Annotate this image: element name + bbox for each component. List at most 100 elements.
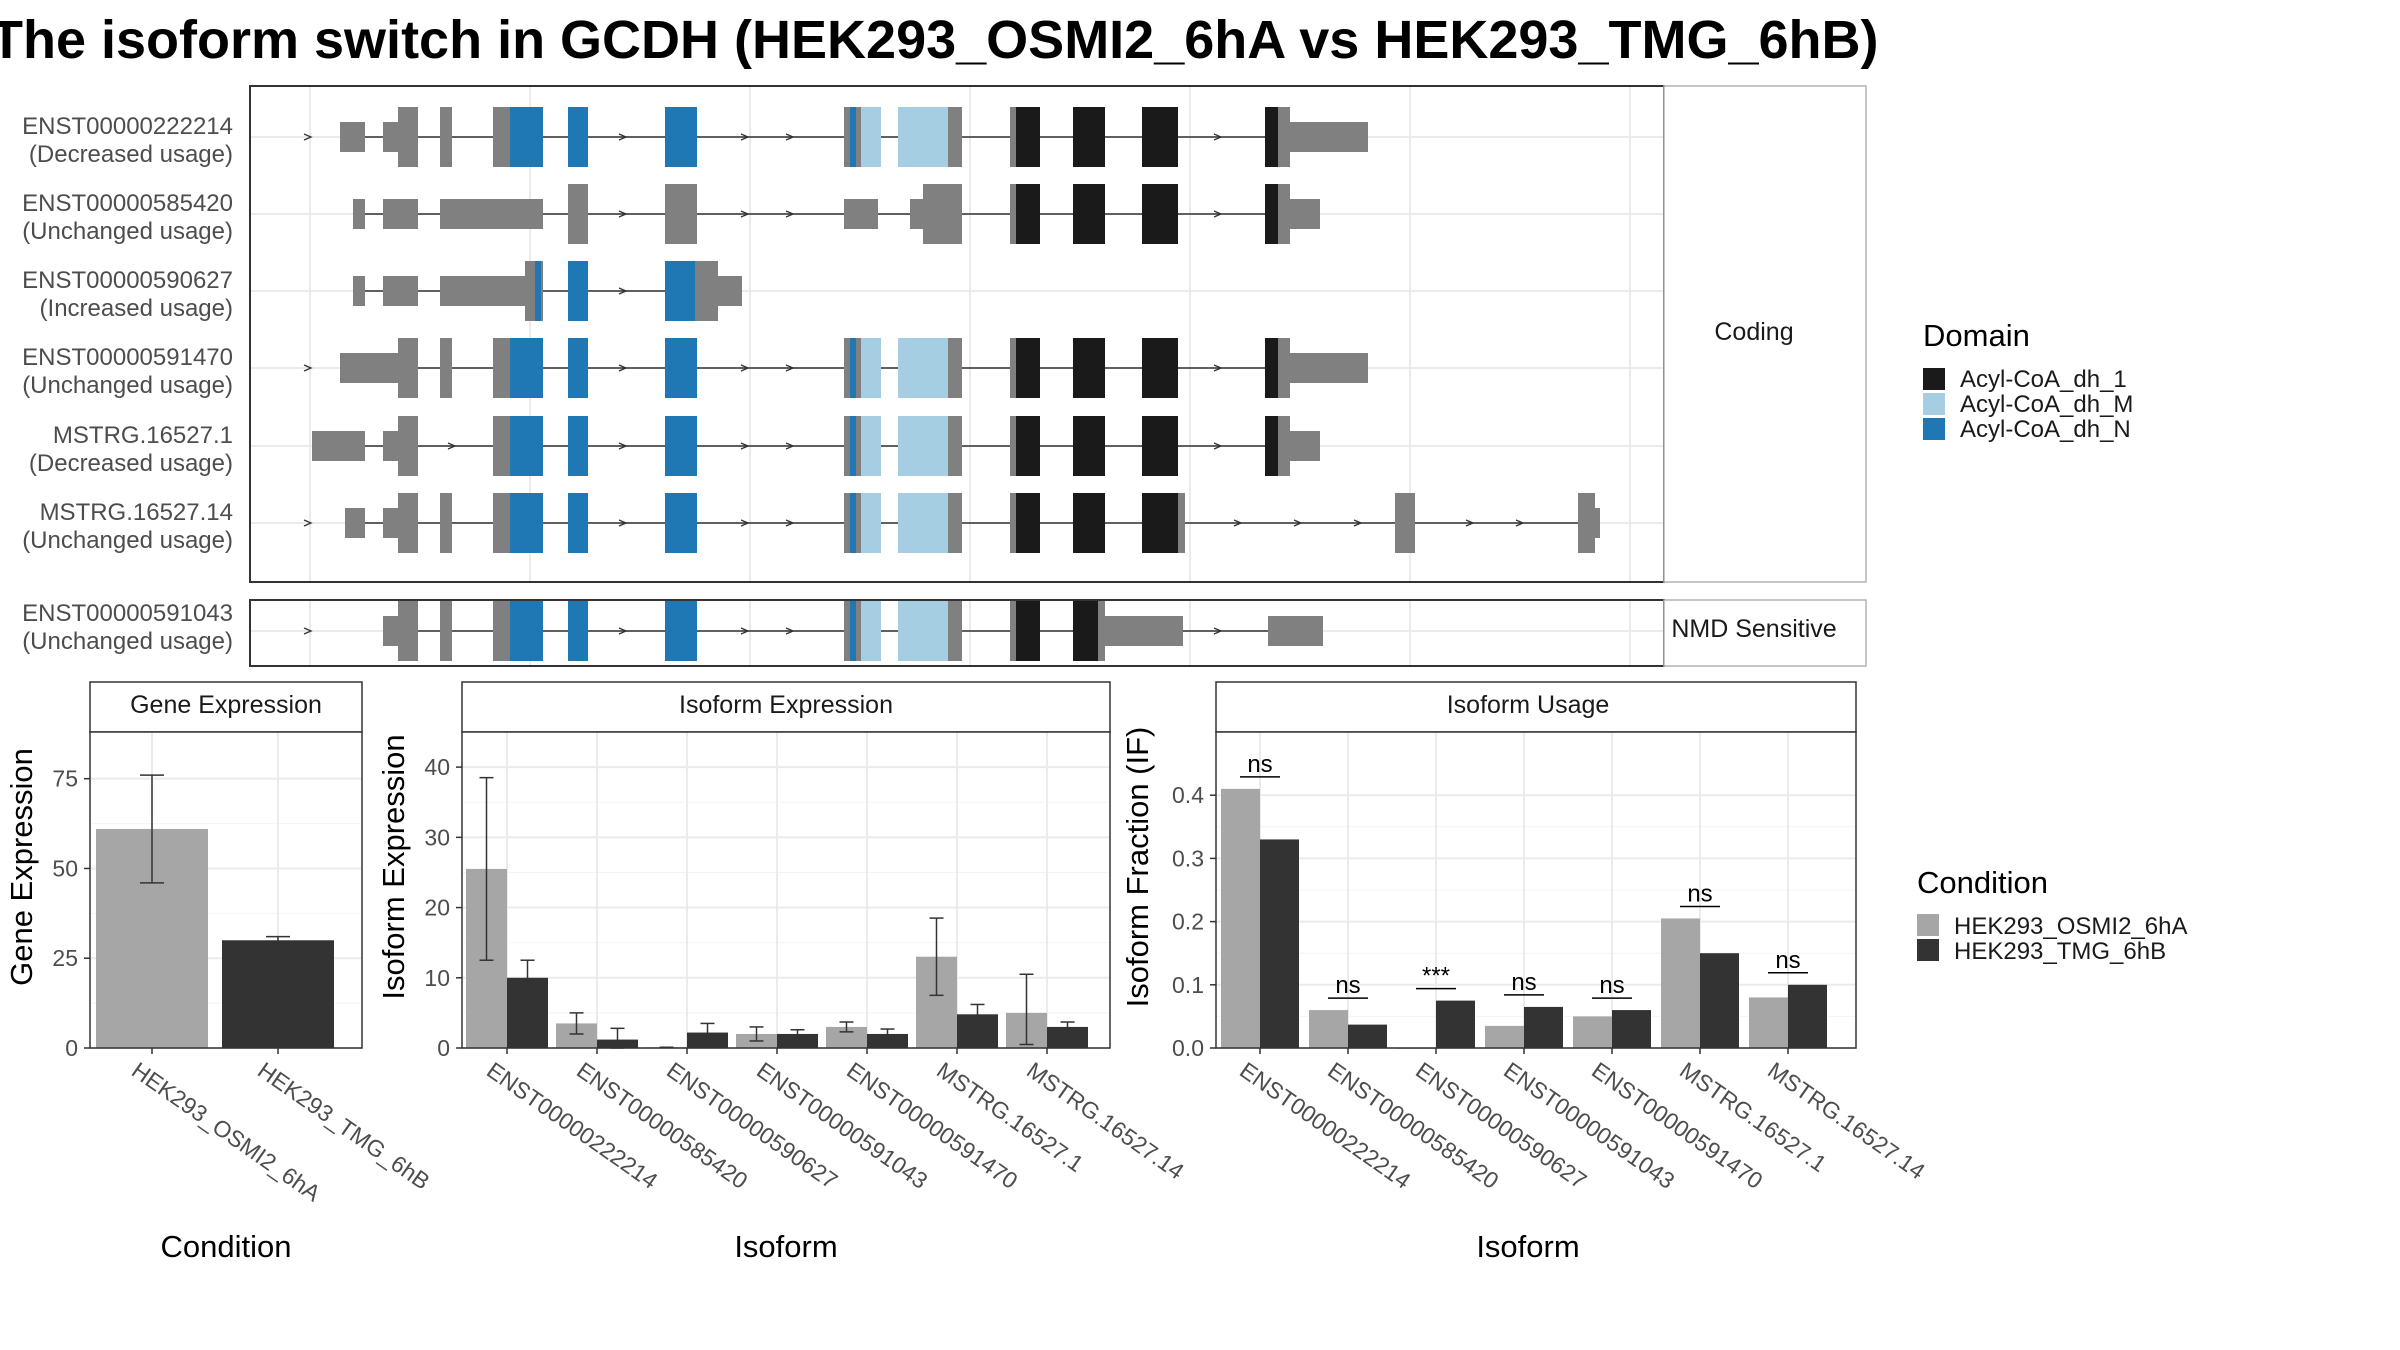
legend-label: Acyl-CoA_dh_N	[1960, 416, 2131, 443]
exon-segment	[1178, 493, 1185, 553]
legend-label: Acyl-CoA_dh_1	[1960, 366, 2127, 393]
acyl-coa-dh-n-exon	[568, 107, 588, 167]
exon-segment	[493, 338, 510, 398]
acyl-coa-dh-1-exon	[1073, 338, 1105, 398]
transcript-label-usage: (Decreased usage)	[29, 141, 233, 168]
acyl-coa-dh-n-exon	[665, 416, 697, 476]
isoform-usage-y-axis-title: Isoform Fraction (IF)	[1120, 727, 1155, 1008]
acyl-coa-dh-1-exon	[1073, 493, 1105, 553]
figure-title: The isoform switch in GCDH (HEK293_OSMI2…	[0, 10, 1878, 70]
exon-segment	[1278, 416, 1290, 476]
strand-arrow	[785, 442, 795, 450]
exon-segment	[493, 601, 510, 661]
strand-arrow	[447, 442, 457, 450]
gene-expression-panel-title: Gene Expression	[130, 691, 322, 719]
strand-arrow	[1465, 519, 1475, 527]
bar	[1788, 984, 1827, 1048]
exon-segment	[440, 493, 452, 553]
strand-arrow	[1213, 210, 1223, 218]
bar	[1573, 1016, 1612, 1048]
y-tick-label: 0.4	[1172, 782, 1204, 808]
acyl-coa-dh-m-exon	[898, 601, 948, 661]
exon-segment	[440, 199, 543, 229]
transcript-label-id: MSTRG.16527.1	[53, 422, 233, 449]
strand-arrow	[785, 519, 795, 527]
acyl-coa-dh-1-exon	[1142, 493, 1178, 553]
exon-segment	[844, 601, 850, 661]
exon-segment	[1010, 493, 1016, 553]
exon-segment	[1278, 338, 1290, 398]
exon-segment	[353, 199, 365, 229]
acyl-coa-dh-n-exon	[850, 493, 856, 553]
strand-arrow	[740, 519, 750, 527]
strand-arrow	[785, 133, 795, 141]
acyl-coa-dh-1-exon	[1265, 416, 1278, 476]
exon-segment	[1098, 601, 1105, 661]
acyl-coa-dh-n-exon	[665, 338, 697, 398]
exon-segment	[398, 601, 418, 661]
y-tick-label: 75	[52, 766, 78, 792]
exon-segment	[493, 107, 510, 167]
exon-segment	[398, 338, 418, 398]
bar	[1221, 788, 1260, 1048]
exon-segment	[383, 276, 418, 306]
exon-segment	[844, 416, 850, 476]
nmd-strip-box	[1663, 599, 1867, 667]
acyl-coa-dh-1-exon	[1142, 338, 1178, 398]
acyl-coa-dh-m-exon	[861, 493, 881, 553]
legend-label: Acyl-CoA_dh_M	[1960, 391, 2133, 418]
exon-segment	[340, 353, 398, 383]
bar	[1661, 918, 1700, 1048]
exon-segment	[948, 416, 962, 476]
strip-label-nmd: NMD Sensitive	[1671, 615, 1836, 643]
exon-segment	[1278, 184, 1290, 244]
acyl-coa-dh-1-exon	[1016, 184, 1040, 244]
bar	[222, 940, 334, 1048]
exon-segment	[383, 508, 398, 538]
y-tick-label: 0	[65, 1035, 78, 1061]
condition-legend-title: Condition	[1917, 865, 2048, 900]
exon-segment	[1010, 107, 1016, 167]
exon-segment	[948, 338, 962, 398]
exon-segment	[1010, 338, 1016, 398]
exon-segment	[541, 261, 543, 321]
acyl-coa-dh-m-exon	[898, 416, 948, 476]
y-tick-label: 25	[52, 945, 78, 971]
exon-segment	[1578, 493, 1595, 553]
strand-arrow	[618, 287, 628, 295]
transcript-label-id: ENST00000585420	[22, 190, 233, 217]
acyl-coa-dh-n-exon	[510, 416, 543, 476]
exon-segment	[1595, 508, 1600, 538]
gene-expression-plot-border	[89, 731, 363, 1049]
exon-segment	[1010, 601, 1016, 661]
transcript-label-usage: (Decreased usage)	[29, 450, 233, 477]
significance-label: ns	[1511, 969, 1536, 996]
acyl-coa-dh-1-exon	[1016, 338, 1040, 398]
exon-segment	[440, 107, 452, 167]
strand-arrow	[1293, 519, 1303, 527]
acyl-coa-dh-n-exon	[510, 338, 543, 398]
acyl-coa-dh-n-exon	[510, 107, 543, 167]
legend-swatch-cond-a	[1917, 914, 1939, 936]
strand-arrow	[303, 627, 313, 635]
strand-arrow	[618, 133, 628, 141]
transcript-label-usage: (Increased usage)	[40, 295, 233, 322]
acyl-coa-dh-n-exon	[510, 601, 543, 661]
significance-label: ns	[1599, 972, 1624, 999]
exon-segment	[856, 493, 861, 553]
bar	[867, 1033, 908, 1048]
acyl-coa-dh-1-exon	[1142, 107, 1178, 167]
isoform-expression-plot-border	[461, 731, 1111, 1049]
x-tick-label: MSTRG.16527.1	[932, 1057, 1088, 1177]
exon-segment	[844, 199, 878, 229]
y-tick-label: 10	[424, 965, 450, 991]
acyl-coa-dh-n-exon	[850, 107, 856, 167]
transcript-label-id: ENST00000590627	[22, 267, 233, 294]
strand-arrow	[1353, 519, 1363, 527]
acyl-coa-dh-1-exon	[1265, 338, 1278, 398]
strand-arrow	[1213, 627, 1223, 635]
acyl-coa-dh-n-exon	[665, 107, 697, 167]
isoform-usage-x-axis-title: Isoform	[1476, 1229, 1579, 1264]
exon-segment	[383, 616, 398, 646]
